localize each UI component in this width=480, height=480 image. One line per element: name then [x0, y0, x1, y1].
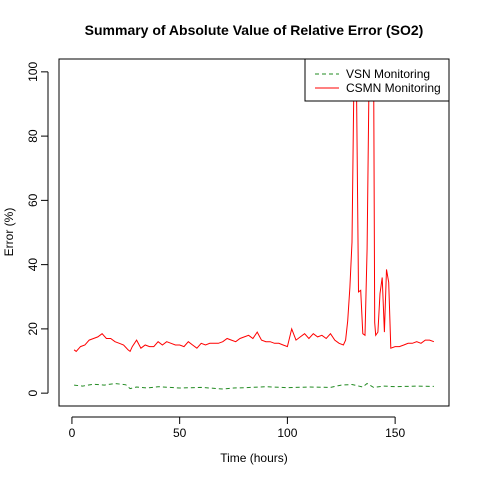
series-lines — [73, 59, 435, 390]
x-tick-label: 100 — [277, 426, 297, 440]
y-tick-label: 20 — [26, 322, 40, 336]
y-tick-label: 60 — [26, 193, 40, 207]
plot-frame — [58, 58, 450, 407]
x-tick-label: 50 — [173, 426, 187, 440]
axis-ticks: 0 50 100 150 0 20 40 60 80 100 — [26, 62, 405, 440]
y-tick-label: 80 — [26, 129, 40, 143]
series-line-vsn — [74, 382, 434, 390]
y-axis-label: Error (%) — [2, 208, 16, 257]
legend-label-csmn: CSMN Monitoring — [346, 81, 441, 95]
legend-box — [304, 58, 450, 102]
x-axis-label: Time (hours) — [220, 451, 288, 465]
x-tick-label: 150 — [385, 426, 405, 440]
y-tick-label: 40 — [26, 258, 40, 272]
y-tick-label: 100 — [26, 62, 40, 82]
legend-label-vsn: VSN Monitoring — [346, 67, 430, 81]
chart-title: Summary of Absolute Value of Relative Er… — [85, 22, 424, 38]
legend: VSN Monitoring CSMN Monitoring — [304, 58, 450, 102]
y-tick-label: 0 — [26, 389, 40, 396]
x-tick-label: 0 — [69, 426, 76, 440]
series-line-csmn — [73, 59, 435, 353]
